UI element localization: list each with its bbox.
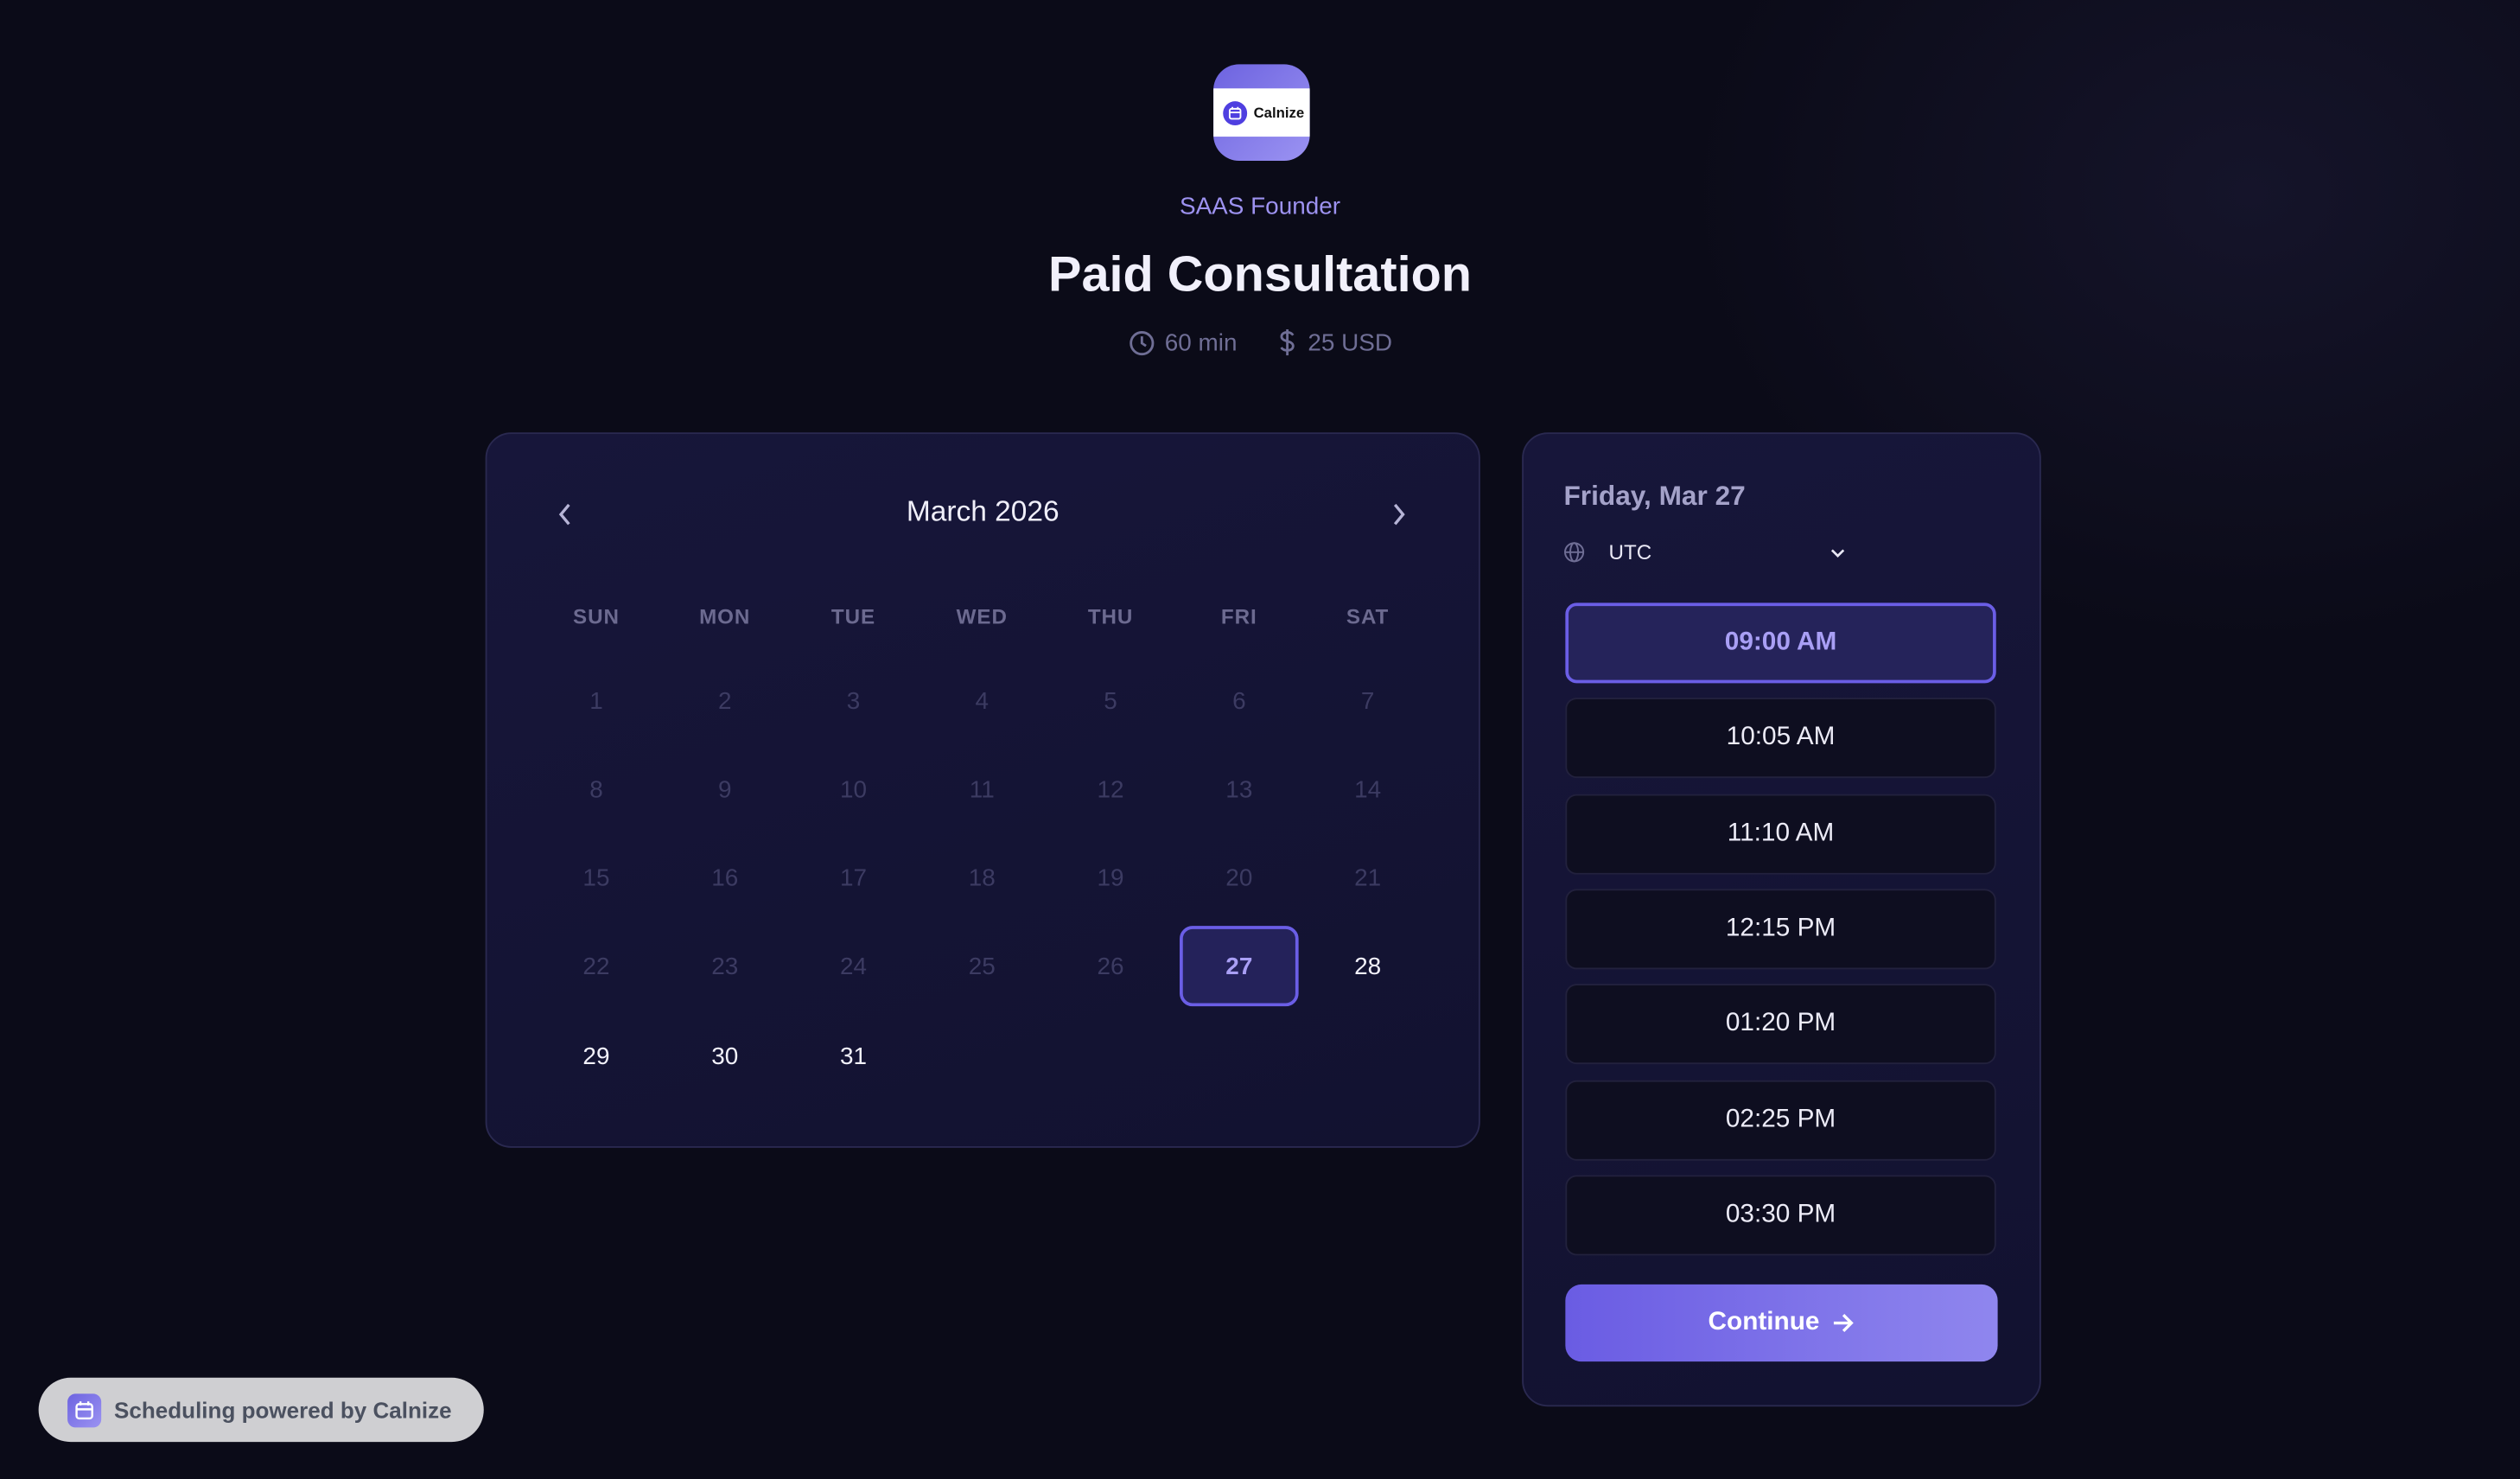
- month-title: March 2026: [906, 494, 1060, 527]
- weekday-header: THU: [1087, 604, 1134, 629]
- day-cell[interactable]: 29: [582, 1042, 610, 1070]
- next-month-button[interactable]: [1379, 495, 1418, 534]
- day-cell: 6: [1232, 687, 1246, 715]
- day-cell: 11: [969, 775, 995, 803]
- day-cell: 2: [717, 687, 732, 715]
- weekday-header: SUN: [573, 604, 620, 629]
- timezone-value: UTC: [1608, 539, 1652, 564]
- day-cell: 7: [1360, 687, 1375, 715]
- weekday-header: SAT: [1346, 604, 1390, 629]
- chevron-left-icon: [558, 503, 570, 526]
- day-cell: 17: [839, 864, 868, 892]
- day-cell: 10: [839, 775, 868, 803]
- day-cell[interactable]: 31: [839, 1042, 868, 1070]
- owner-name: SAAS Founder: [1179, 193, 1341, 220]
- timezone-select[interactable]: UTC: [1563, 539, 1845, 564]
- day-cell: 13: [1225, 775, 1253, 803]
- day-cell: 9: [717, 775, 732, 803]
- day-cell: 16: [711, 864, 739, 892]
- powered-by-text: Scheduling powered by Calnize: [114, 1397, 452, 1423]
- prev-month-button[interactable]: [546, 495, 585, 534]
- day-cell: 12: [1097, 775, 1124, 803]
- weekday-header: WED: [956, 604, 1008, 629]
- day-cell: 26: [1097, 952, 1124, 980]
- calendar-icon: [1223, 100, 1248, 125]
- selected-date-label: Friday, Mar 27: [1563, 481, 1746, 512]
- time-slot-button[interactable]: 10:05 AM: [1565, 698, 1996, 779]
- day-cell: 23: [711, 952, 739, 980]
- time-slot-button[interactable]: 02:25 PM: [1565, 1079, 1996, 1160]
- weekday-header: FRI: [1220, 604, 1257, 629]
- day-cell: 24: [839, 952, 868, 980]
- day-cell: 18: [968, 864, 996, 892]
- chevron-down-icon: [1830, 548, 1845, 558]
- time-slot-button[interactable]: 11:10 AM: [1565, 793, 1996, 874]
- day-cell: 3: [846, 687, 861, 715]
- time-slot-button[interactable]: 09:00 AM: [1565, 602, 1996, 684]
- duration: 60 min: [1164, 328, 1238, 356]
- day-cell: 25: [968, 952, 996, 980]
- continue-label: Continue: [1708, 1308, 1820, 1336]
- day-cell[interactable]: 30: [711, 1042, 739, 1070]
- time-slot-button[interactable]: 12:15 PM: [1565, 889, 1996, 970]
- weekday-header: TUE: [830, 604, 876, 629]
- day-cell[interactable]: 28: [1354, 952, 1382, 980]
- price: 25 USD: [1308, 328, 1393, 356]
- day-cell: 5: [1104, 687, 1117, 715]
- day-cell: 20: [1225, 864, 1253, 892]
- event-meta: 60 min 25 USD: [0, 328, 2520, 356]
- day-cell: 21: [1354, 864, 1382, 892]
- day-cell: 1: [589, 687, 603, 715]
- weekday-header: MON: [699, 604, 751, 629]
- calnize-logo: Calnize: [1213, 64, 1310, 161]
- time-slot-button[interactable]: 03:30 PM: [1565, 1175, 1996, 1256]
- day-cell-selected[interactable]: 27: [1180, 926, 1299, 1007]
- powered-by-badge[interactable]: Scheduling powered by Calnize: [38, 1377, 484, 1443]
- calendar-icon: [67, 1393, 102, 1427]
- time-slots-card: Friday, Mar 27 UTC 09:00 AM 10:05 AM 11:10…: [1522, 432, 2041, 1407]
- event-title: Paid Consultation: [1047, 245, 1473, 303]
- chevron-right-icon: [1393, 503, 1405, 526]
- day-cell: 14: [1354, 775, 1382, 803]
- day-cell: 4: [975, 687, 990, 715]
- day-cell: 8: [589, 775, 603, 803]
- day-cell: 22: [582, 952, 610, 980]
- continue-button[interactable]: Continue: [1565, 1284, 1998, 1362]
- logo-text: Calnize: [1253, 104, 1305, 121]
- time-slot-button[interactable]: 01:20 PM: [1565, 984, 1996, 1065]
- dollar-icon: [1279, 329, 1295, 356]
- clock-icon: [1129, 330, 1154, 355]
- globe-icon: [1564, 542, 1585, 563]
- arrow-right-icon: [1834, 1314, 1855, 1333]
- day-cell: 19: [1097, 864, 1124, 892]
- day-cell: 15: [582, 864, 610, 892]
